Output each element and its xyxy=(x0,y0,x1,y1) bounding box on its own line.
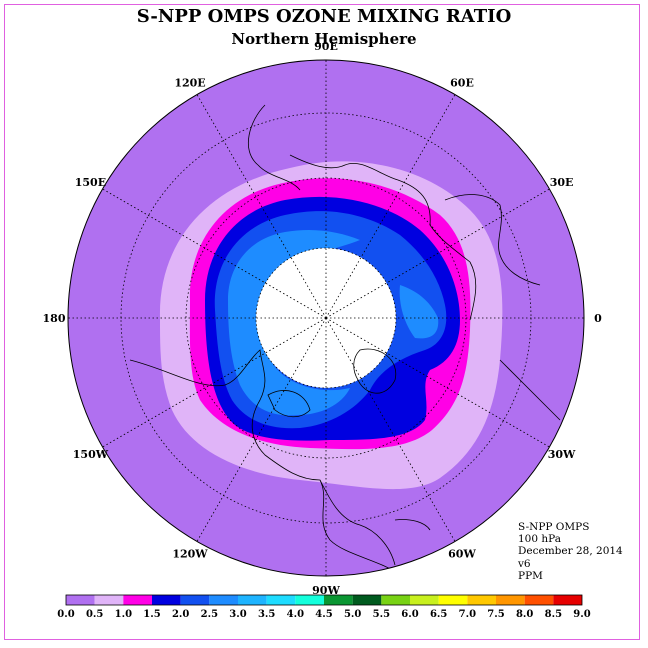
meridian-line xyxy=(102,188,327,319)
colorbar-tick-label: 7.0 xyxy=(459,609,476,620)
colorbar-tick-label: 3.5 xyxy=(258,609,275,620)
colorbar-tick-label: 4.0 xyxy=(287,609,304,620)
ozone-band-2.5-3.0 xyxy=(228,229,360,416)
longitude-label: 150W xyxy=(73,448,109,461)
map-boundary xyxy=(67,59,585,577)
info-line-version: v6 xyxy=(518,557,531,570)
colorbar-swatch xyxy=(381,595,410,605)
longitude-label: 90W xyxy=(312,584,340,597)
coast-europe xyxy=(444,194,541,286)
colorbar-tick-label: 9.0 xyxy=(573,609,590,620)
colorbar-tick-label: 8.0 xyxy=(516,609,533,620)
colorbar-swatch xyxy=(467,595,496,605)
longitude-label: 30E xyxy=(550,176,574,189)
info-line-units: PPM xyxy=(518,569,543,582)
colorbar-swatch xyxy=(524,595,554,605)
colorbar-swatch xyxy=(94,595,124,605)
colorbar-swatch xyxy=(266,595,296,605)
colorbar-tick-label: 2.5 xyxy=(201,609,218,620)
meridian-line xyxy=(102,317,327,448)
colorbar-swatch xyxy=(66,595,95,605)
longitude-labels: 90E 60E 30E 0 30W 60W 90W 120W 150W 180 150E 120E xyxy=(43,40,603,597)
coast-central-america xyxy=(319,479,396,566)
colorbar-tick-label: 0.0 xyxy=(57,609,74,620)
coast-caribbean xyxy=(394,519,431,531)
coastline-outlines xyxy=(129,104,561,576)
colorbar-swatch xyxy=(238,595,267,605)
info-block: S-NPP OMPS 100 hPa December 28, 2014 v6 … xyxy=(518,521,623,582)
colorbar-tick-label: 7.5 xyxy=(487,609,504,620)
info-line-level: 100 hPa xyxy=(518,533,561,546)
map-frame xyxy=(4,4,640,640)
colorbar-tick-label: 2.0 xyxy=(172,609,189,620)
coast-africa xyxy=(499,359,561,421)
colorbar-swatch xyxy=(553,595,582,605)
colorbar-tick-label: 5.0 xyxy=(344,609,361,620)
colorbar-tick-label: 1.5 xyxy=(143,609,160,620)
longitude-label: 150E xyxy=(75,176,106,189)
colorbar-tick-label: 1.0 xyxy=(115,609,132,620)
meridian-line xyxy=(196,317,327,542)
colorbar-outline xyxy=(65,594,583,606)
longitude-label: 60E xyxy=(450,76,474,89)
colorbar-swatch xyxy=(352,595,382,605)
longitude-label: 180 xyxy=(43,312,66,325)
page-title: S-NPP OMPS OZONE MIXING RATIO xyxy=(136,6,512,27)
ozone-band-2.5-3.0-atlantic xyxy=(399,285,439,339)
meridian-line xyxy=(325,188,550,319)
longitude-label: 30W xyxy=(548,448,576,461)
coast-north-america xyxy=(129,349,401,576)
longitude-label: 120W xyxy=(172,548,208,561)
coast-east-asia xyxy=(248,104,301,191)
colorbar-tick-label: 4.5 xyxy=(315,609,332,620)
colorbar-swatch xyxy=(209,595,238,605)
info-line-date: December 28, 2014 xyxy=(518,545,623,558)
colorbar-tick-label: 6.5 xyxy=(430,609,447,620)
colorbar-swatch xyxy=(295,595,324,605)
colorbar-tick-label: 5.5 xyxy=(373,609,390,620)
colorbar-tick-label: 3.0 xyxy=(229,609,246,620)
colorbar: 0.0 0.5 1.0 1.5 2.0 2.5 3.0 3.5 4.0 4.5 5.0 5.5 6.0 6… xyxy=(57,594,591,620)
latitude-circle xyxy=(255,247,397,389)
colorbar-tick-label: 8.5 xyxy=(545,609,562,620)
meridian-line xyxy=(325,94,456,319)
meridian-line xyxy=(325,317,456,542)
colorbar-tick-label: 0.5 xyxy=(86,609,103,620)
colorbar-swatch xyxy=(180,595,210,605)
coast-hudson-bay xyxy=(267,390,311,418)
colorbar-swatch xyxy=(123,595,152,605)
colorbar-swatch xyxy=(324,595,353,605)
longitude-label: 0 xyxy=(594,312,602,325)
longitude-label: 90E xyxy=(314,40,338,53)
meridian-line xyxy=(196,94,327,319)
longitude-label: 120E xyxy=(174,76,205,89)
page-subtitle: Northern Hemisphere xyxy=(231,30,417,48)
colorbar-tick-label: 6.0 xyxy=(401,609,418,620)
graticule xyxy=(68,60,584,576)
coast-greenland xyxy=(353,348,397,394)
meridian-line xyxy=(325,317,550,448)
coast-eurasia-north xyxy=(289,154,477,321)
colorbar-swatch xyxy=(496,595,525,605)
colorbar-swatch xyxy=(152,595,181,605)
colorbar-swatch xyxy=(438,595,468,605)
longitude-label: 60W xyxy=(448,548,476,561)
colorbar-swatch xyxy=(410,595,439,605)
info-line-product: S-NPP OMPS xyxy=(518,521,590,533)
